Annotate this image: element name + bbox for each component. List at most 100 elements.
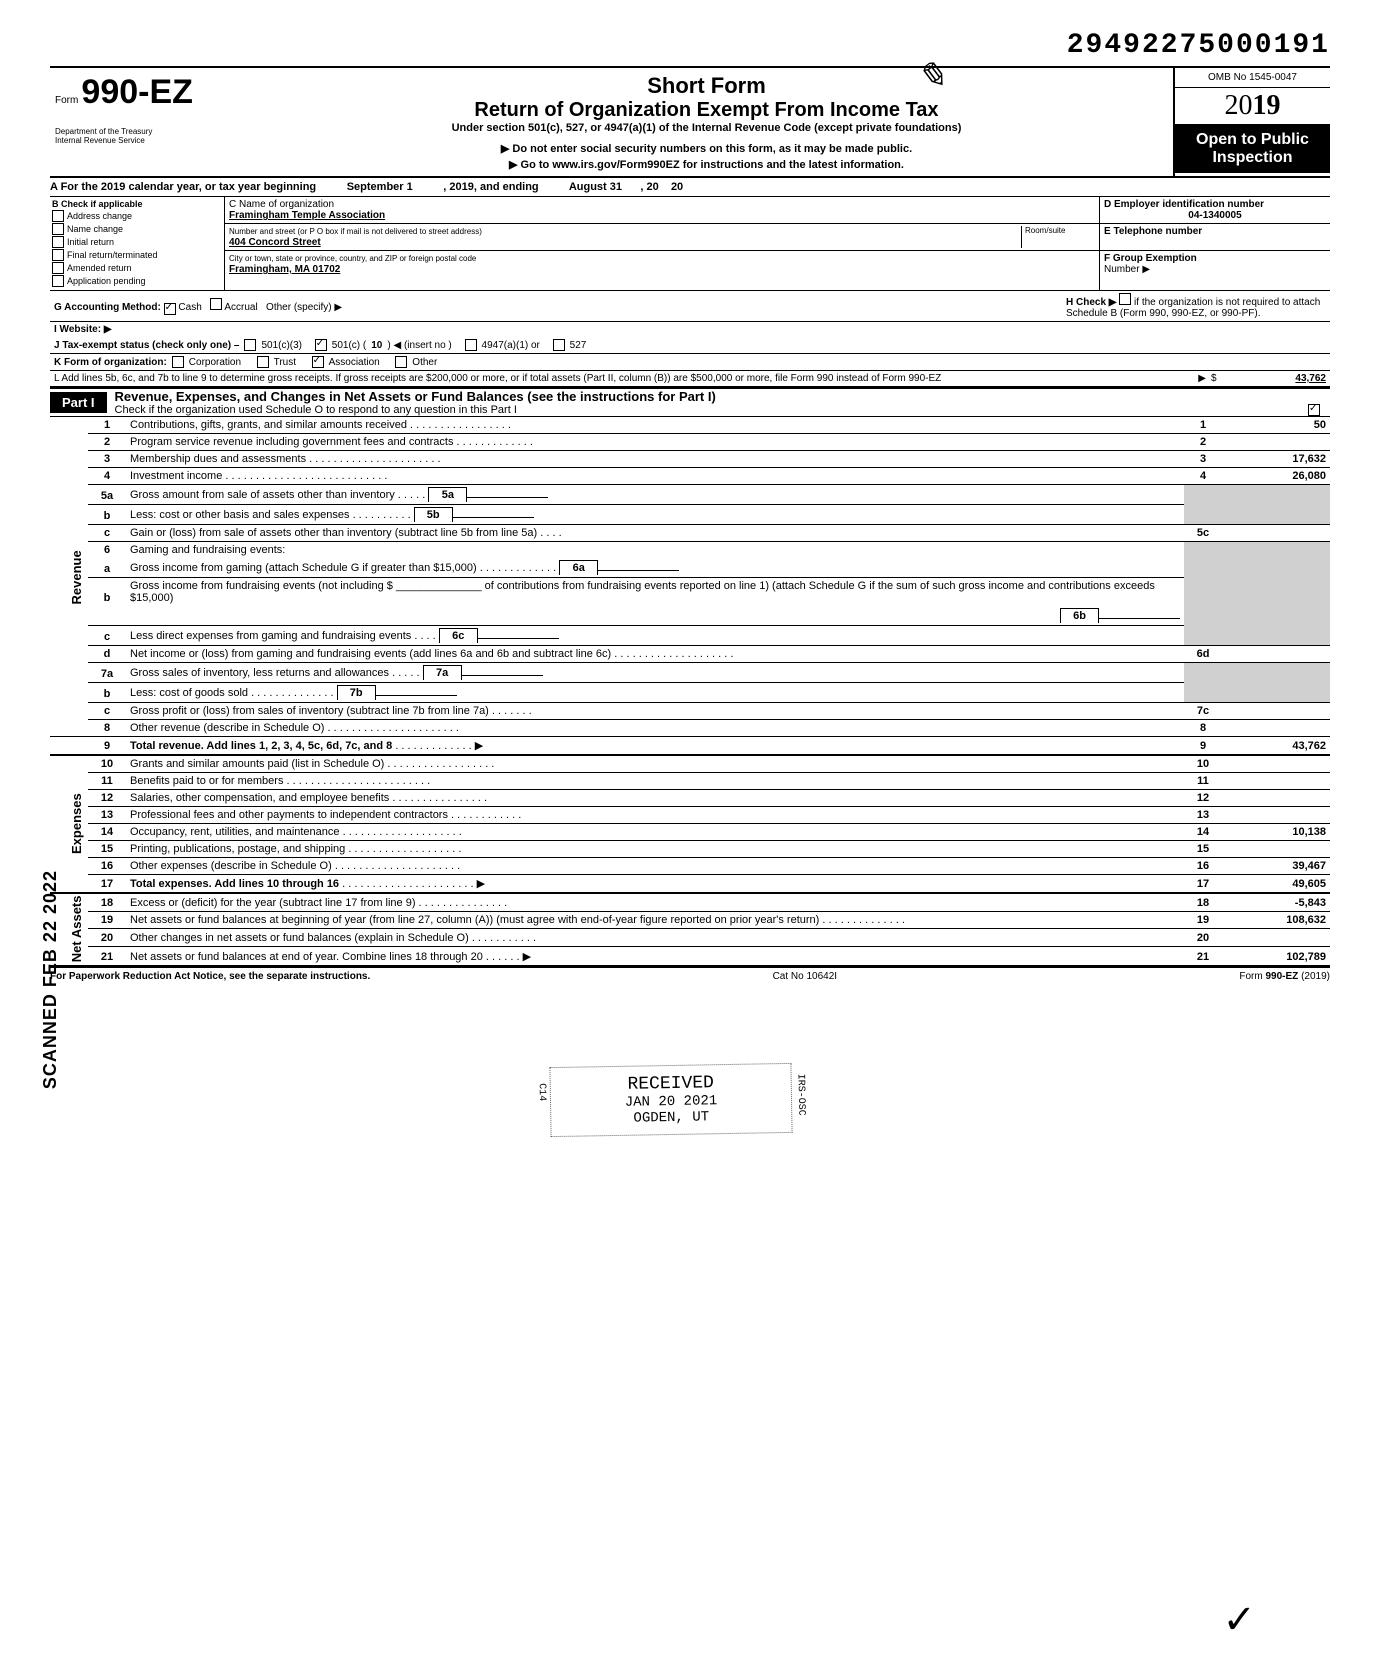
org-name: Framingham Temple Association — [229, 210, 385, 221]
section-c: C Name of organization Framingham Temple… — [225, 197, 1099, 290]
line-16-desc: Other expenses (describe in Schedule O) — [130, 860, 332, 872]
city-label: City or town, state or province, country… — [229, 254, 476, 263]
line-13-no: 13 — [88, 807, 126, 824]
checkbox-initial-return[interactable] — [52, 236, 64, 248]
checkbox-accrual[interactable] — [210, 298, 222, 310]
checkbox-trust[interactable] — [257, 356, 269, 368]
section-i-label: I Website: ▶ — [54, 324, 112, 335]
line-12-no: 12 — [88, 790, 126, 807]
line-5b-desc: Less: cost or other basis and sales expe… — [130, 509, 350, 521]
line-6b-desc-1: Gross income from fundraising events (no… — [130, 580, 393, 592]
line-2-desc: Program service revenue including govern… — [130, 436, 453, 448]
line-19-desc: Net assets or fund balances at beginning… — [130, 914, 819, 926]
org-city: Framingham, MA 01702 — [229, 264, 340, 275]
label-527: 527 — [570, 340, 587, 351]
line-21-box: 21 — [1184, 946, 1222, 965]
stamp-c14: C14 — [536, 1083, 547, 1101]
line-4-desc: Investment income — [130, 470, 222, 482]
line-1-desc: Contributions, gifts, grants, and simila… — [130, 419, 407, 431]
line-3-box: 3 — [1184, 451, 1222, 468]
line-9-amt: 43,762 — [1222, 737, 1330, 756]
line-6b-innerbox: 6b — [1060, 608, 1099, 623]
checkbox-name-change[interactable] — [52, 223, 64, 235]
line-5a-innerbox: 5a — [428, 487, 467, 502]
row-g-h: G Accounting Method: Cash Accrual Other … — [50, 291, 1330, 322]
line-20-desc: Other changes in net assets or fund bala… — [130, 932, 469, 944]
label-name-change: Name change — [67, 224, 123, 234]
line-5b-innerbox: 5b — [414, 507, 453, 522]
addr-label: Number and street (or P O box if mail is… — [229, 227, 482, 236]
checkbox-527[interactable] — [553, 339, 565, 351]
line-6c-desc: Less direct expenses from gaming and fun… — [130, 630, 411, 642]
line-2-box: 2 — [1184, 434, 1222, 451]
line-21-no: 21 — [88, 946, 126, 965]
line-1-no: 1 — [88, 417, 126, 434]
footer: For Paperwork Reduction Act Notice, see … — [50, 966, 1330, 982]
line-5a-desc: Gross amount from sale of assets other t… — [130, 489, 395, 501]
form-number: 990-EZ — [81, 73, 193, 111]
checkbox-corporation[interactable] — [172, 356, 184, 368]
section-d-label: D Employer identification number — [1104, 199, 1264, 210]
scanned-stamp: SCANNED FEB 22 2022 — [40, 870, 61, 1089]
checkbox-address-change[interactable] — [52, 210, 64, 222]
org-address: 404 Concord Street — [229, 237, 321, 248]
room-label: Room/suite — [1021, 226, 1095, 248]
line-7-shaded-amt — [1222, 663, 1330, 703]
section-k-label: K Form of organization: — [54, 357, 167, 368]
line-6d-desc: Net income or (loss) from gaming and fun… — [130, 648, 611, 660]
section-b: B Check if applicable Address change Nam… — [50, 197, 225, 290]
line-3-desc: Membership dues and assessments — [130, 453, 306, 465]
line-1-box: 1 — [1184, 417, 1222, 434]
501c-number: 10 — [371, 340, 382, 351]
line-10-box: 10 — [1184, 755, 1222, 773]
line-6-no: 6 — [88, 542, 126, 559]
checkbox-schedule-b[interactable] — [1119, 293, 1131, 305]
line-18-box: 18 — [1184, 893, 1222, 911]
label-501c-suf: ) ◀ (insert no ) — [387, 340, 451, 351]
line-3-no: 3 — [88, 451, 126, 468]
checkbox-501c[interactable] — [315, 339, 327, 351]
line-11-amt — [1222, 773, 1330, 790]
line-11-no: 11 — [88, 773, 126, 790]
line-6a-no: a — [88, 558, 126, 578]
line-5c-no: c — [88, 525, 126, 542]
checkbox-schedule-o[interactable] — [1308, 404, 1320, 416]
section-l-arrow: ▶ — [1198, 373, 1206, 384]
line-17-no: 17 — [88, 875, 126, 894]
line-10-amt — [1222, 755, 1330, 773]
sidelabel-revenue: Revenue — [50, 417, 88, 737]
section-l-value: 43,762 — [1236, 373, 1326, 384]
checkbox-final-return[interactable] — [52, 249, 64, 261]
line-7c-amt — [1222, 703, 1330, 720]
line-21-desc: Net assets or fund balances at end of ye… — [130, 951, 483, 963]
tax-year: 2019 — [1175, 88, 1330, 125]
checkbox-other-org[interactable] — [395, 356, 407, 368]
line-6a-innerbox: 6a — [559, 560, 598, 575]
line-5c-amt — [1222, 525, 1330, 542]
line-7b-innerbox: 7b — [337, 685, 376, 700]
open-public-badge: Open to Public Inspection — [1175, 125, 1330, 173]
line-11-box: 11 — [1184, 773, 1222, 790]
open-public-2: Inspection — [1177, 149, 1328, 167]
section-f-label2: Number ▶ — [1104, 264, 1150, 275]
checkbox-association[interactable] — [312, 356, 324, 368]
row-k: K Form of organization: Corporation Trus… — [50, 354, 1330, 371]
section-j-label: J Tax-exempt status (check only one) – — [54, 340, 239, 351]
line-8-box: 8 — [1184, 720, 1222, 737]
checkbox-amended-return[interactable] — [52, 262, 64, 274]
line-4-no: 4 — [88, 468, 126, 485]
line-5-shaded-amt — [1222, 485, 1330, 525]
checkbox-application-pending[interactable] — [52, 275, 64, 287]
line-7c-box: 7c — [1184, 703, 1222, 720]
label-other-method: Other (specify) ▶ — [266, 302, 342, 313]
line-16-amt: 39,467 — [1222, 858, 1330, 875]
received-stamp: RECEIVED JAN 20 2021 OGDEN, UT IRS-OSC C… — [549, 1063, 792, 1137]
line-6d-amt — [1222, 646, 1330, 663]
checkbox-cash[interactable] — [164, 303, 176, 315]
line-6-desc: Gaming and fundraising events: — [126, 542, 1184, 559]
checkbox-4947[interactable] — [465, 339, 477, 351]
info-grid: B Check if applicable Address change Nam… — [50, 197, 1330, 291]
checkbox-501c3[interactable] — [244, 339, 256, 351]
label-initial-return: Initial return — [67, 237, 114, 247]
line-13-box: 13 — [1184, 807, 1222, 824]
